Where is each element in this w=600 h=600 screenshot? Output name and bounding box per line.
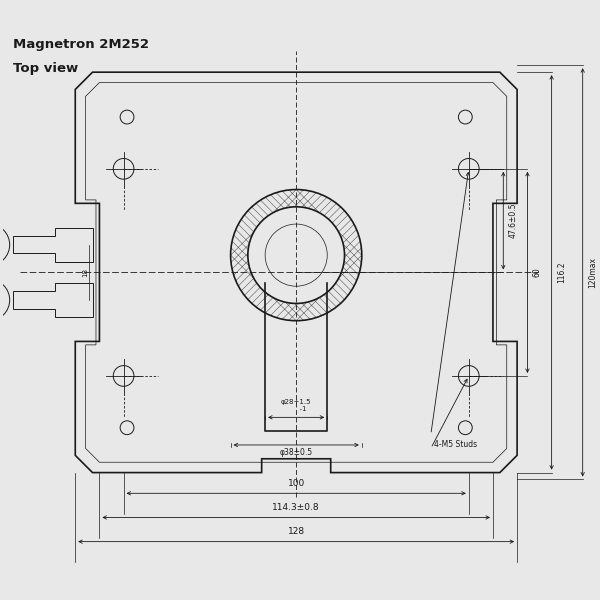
Text: 128: 128 — [287, 527, 305, 536]
Text: Magnetron 2M252: Magnetron 2M252 — [13, 38, 149, 50]
Text: 114.3±0.8: 114.3±0.8 — [272, 503, 320, 512]
Text: 4-M5 Studs: 4-M5 Studs — [434, 440, 478, 449]
Text: Top view: Top view — [13, 62, 79, 75]
Text: 18: 18 — [83, 268, 89, 277]
Text: 120max: 120max — [588, 257, 597, 288]
Text: 116.2: 116.2 — [557, 262, 566, 283]
Text: φ28+1.5
      -1: φ28+1.5 -1 — [281, 399, 311, 412]
Text: 100: 100 — [287, 479, 305, 488]
Text: φ38±0.5: φ38±0.5 — [280, 448, 313, 457]
Text: 60: 60 — [533, 268, 542, 277]
Text: 47.6±0.5: 47.6±0.5 — [508, 203, 517, 238]
